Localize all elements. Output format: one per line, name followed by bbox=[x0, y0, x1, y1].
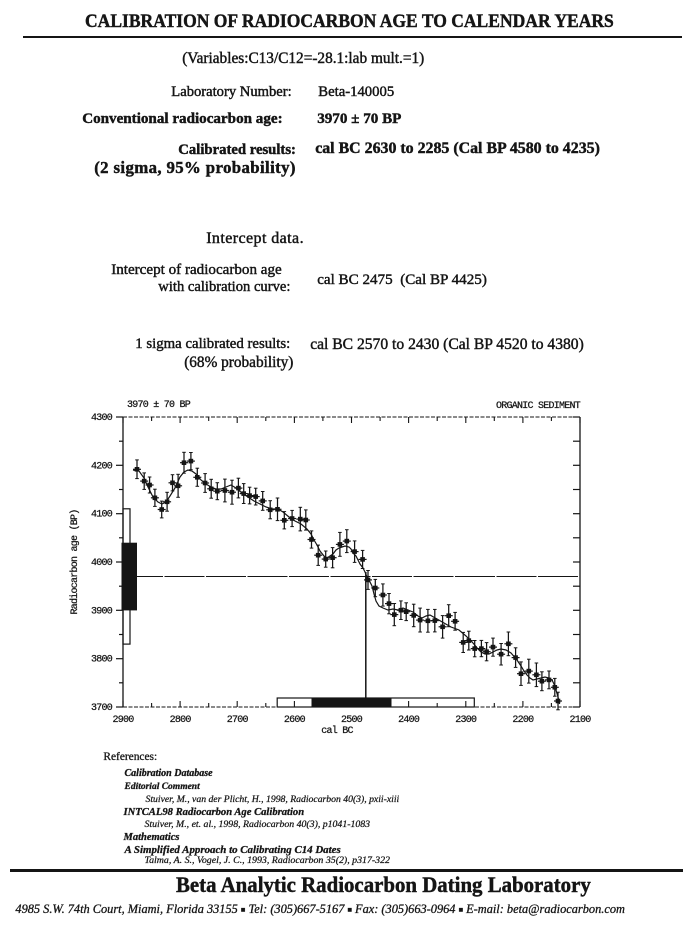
svg-text:ORGANIC SEDIMENT: ORGANIC SEDIMENT bbox=[496, 401, 581, 412]
svg-text:2400: 2400 bbox=[398, 715, 420, 726]
svg-text:4000: 4000 bbox=[91, 558, 113, 569]
svg-text:cal BC: cal BC bbox=[321, 725, 353, 737]
svg-text:4300: 4300 bbox=[91, 413, 113, 424]
svg-text:2300: 2300 bbox=[455, 715, 477, 726]
svg-text:3970 ± 70 BP: 3970 ± 70 BP bbox=[127, 400, 191, 411]
svg-text:2500: 2500 bbox=[341, 715, 363, 726]
svg-text:2700: 2700 bbox=[227, 715, 249, 726]
svg-text:3700: 3700 bbox=[91, 703, 113, 714]
svg-text:2800: 2800 bbox=[170, 715, 192, 726]
svg-text:4200: 4200 bbox=[91, 461, 113, 472]
svg-text:2100: 2100 bbox=[569, 715, 591, 726]
svg-text:3800: 3800 bbox=[91, 655, 113, 666]
svg-text:2900: 2900 bbox=[112, 715, 134, 726]
svg-text:2600: 2600 bbox=[284, 715, 306, 726]
svg-text:4100: 4100 bbox=[91, 510, 113, 521]
svg-text:2200: 2200 bbox=[512, 715, 534, 726]
svg-text:3900: 3900 bbox=[91, 606, 113, 617]
svg-text:Radiocarbon age (BP): Radiocarbon age (BP) bbox=[69, 509, 81, 614]
